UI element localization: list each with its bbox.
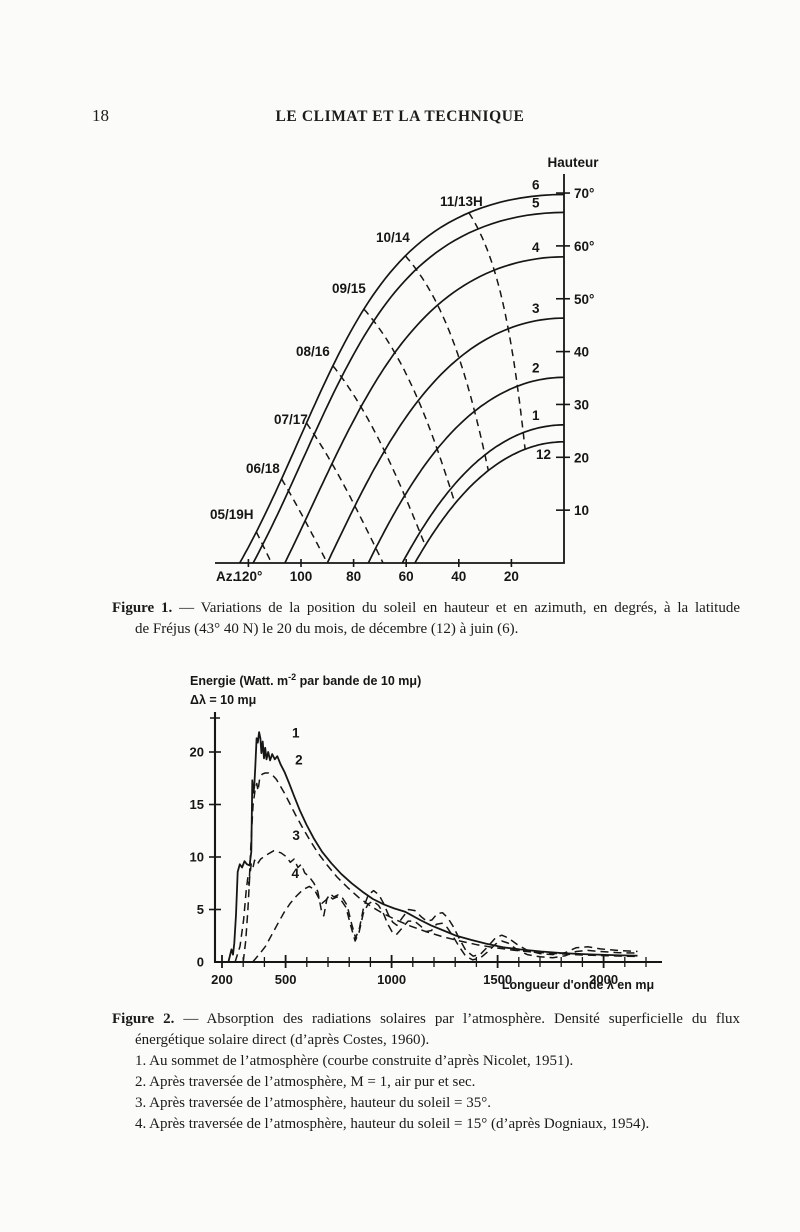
month-curve-5	[252, 211, 565, 564]
figure2-caption-item-2: 2. Après traversée de l’atmosphère, M = …	[135, 1074, 476, 1090]
month-label-4: 4	[532, 240, 540, 255]
month-label-5: 5	[532, 195, 540, 210]
page-number: 18	[92, 106, 109, 125]
figure1-caption-text: — Variations de la position du soleil en…	[172, 600, 740, 616]
month-label-12: 12	[536, 447, 551, 462]
figure2-caption-item-1: 1. Au sommet de l’atmosphère (courbe con…	[135, 1053, 574, 1069]
fig2-y-tick-label: 20	[190, 745, 204, 760]
hour-line-11h	[468, 212, 526, 450]
figure2-caption-item-3: 3. Après traversée de l’atmosphère, haut…	[135, 1095, 492, 1111]
figure1-caption-label: Figure 1.	[112, 600, 173, 616]
hauteur-axis-title: Hauteur	[547, 155, 599, 170]
hour-label-7h: 07/17	[274, 412, 308, 427]
hauteur-tick-label: 50°	[574, 292, 594, 307]
hauteur-tick-label: 10	[574, 503, 589, 518]
figure2-caption-label: Figure 2.	[112, 1011, 175, 1027]
curve-number-label-1: 1	[292, 725, 300, 740]
month-curve-3	[326, 317, 565, 564]
hour-label-11h: 11/13H	[440, 194, 483, 209]
azimuth-tick-label: 120°	[234, 569, 262, 584]
month-label-3: 3	[532, 301, 540, 316]
figure2-caption-text: — Absorption des radiations solaires par…	[174, 1011, 740, 1027]
hauteur-tick-label: 40	[574, 345, 589, 360]
figure2-caption: Figure 2. — Absorption des radiations so…	[112, 1009, 740, 1135]
azimuth-tick-label: 20	[504, 569, 519, 584]
fig2-y-tick-label: 10	[190, 850, 204, 865]
hauteur-tick-label: 70°	[574, 186, 594, 201]
month-curve-12	[414, 440, 564, 564]
azimuth-tick-label: 40	[451, 569, 466, 584]
fig2-ylabel-post: par bande de 10 mμ)	[296, 674, 422, 689]
fig2-y-tick-label: 5	[197, 902, 204, 917]
fig2-ylabel-exponent: -2	[288, 672, 297, 682]
fig2-y-axis-title: Energie (Watt. m-2 par bande de 10 mμ)	[190, 672, 421, 688]
fig2-ylabel-pre: Energie (Watt. m	[190, 674, 289, 689]
fig2-x-axis-title: Longueur d'onde λ en mμ	[501, 978, 655, 992]
hauteur-tick-label: 30	[574, 397, 589, 412]
figure1-caption-line2: de Fréjus (43° 40 N) le 20 du mois, de d…	[135, 621, 519, 637]
hour-label-9h: 09/15	[332, 281, 366, 296]
month-curve-4	[284, 255, 565, 564]
figure2-caption-line1: Figure 2. — Absorption des radiations so…	[112, 1009, 740, 1030]
fig2-x-tick-label: 500	[275, 972, 297, 987]
figure2-caption-line2: énergétique solaire direct (d’après Cost…	[135, 1032, 430, 1048]
hour-label-5h: 05/19H	[210, 507, 254, 522]
spectrum-curve-2	[234, 772, 638, 963]
figure1-caption-line1: Figure 1. — Variations de la position du…	[112, 598, 740, 619]
fig2-x-tick-label: 2000	[589, 972, 618, 987]
figure1-caption: Figure 1. — Variations de la position du…	[112, 598, 740, 640]
fig2-x-tick-label: 1500	[483, 972, 512, 987]
figure1-diagram: Hauteur 70° 60° 50° 40 30 20 10 Az. 120° 100 80 60 40…	[170, 155, 630, 605]
fig2-y-tick-label: 15	[190, 797, 204, 812]
curve-number-label-4: 4	[292, 866, 300, 881]
hauteur-tick-label: 60°	[574, 239, 594, 254]
solar-spectrum-chart: 0 5 10 15 20 200 500 1000 1500 2000 1 2 3 4	[190, 712, 662, 987]
hour-line-8h	[332, 365, 426, 546]
azimuth-axis-prefix: Az.	[216, 569, 236, 584]
spectrum-curve-4	[252, 885, 638, 963]
month-curve-2	[367, 376, 565, 564]
figure2-caption-item-4: 4. Après traversée de l’atmosphère, haut…	[135, 1116, 650, 1132]
month-label-2: 2	[532, 360, 540, 375]
hour-label-8h: 08/16	[296, 344, 330, 359]
spectrum-curve-1	[227, 731, 638, 963]
hauteur-tick-label: 20	[574, 450, 589, 465]
month-label-1: 1	[532, 408, 540, 423]
curve-number-label-2: 2	[295, 753, 303, 768]
fig2-axes	[213, 712, 662, 964]
hour-label-6h: 06/18	[246, 461, 280, 476]
month-curve-1	[401, 424, 564, 564]
azimuth-tick-label: 60	[399, 569, 414, 584]
azimuth-tick-label: 80	[346, 569, 361, 584]
spectrum-curve-3	[242, 849, 638, 963]
fig2-x-tick-label: 1000	[377, 972, 406, 987]
month-label-6: 6	[532, 177, 540, 192]
fig2-y-axis-subtitle: Δλ = 10 mμ	[190, 693, 257, 707]
fig1-axes	[215, 174, 565, 564]
figure2-chart: 0 5 10 15 20 200 500 1000 1500 2000 1 2 3 4 Energie (…	[160, 670, 700, 1010]
azimuth-tick-label: 100	[290, 569, 313, 584]
month-curve-6	[238, 193, 565, 564]
hour-line-10h	[404, 255, 490, 471]
curve-number-label-3: 3	[292, 828, 300, 843]
hour-line-9h	[363, 308, 456, 504]
hour-label-10h: 10/14	[376, 230, 410, 245]
hour-line-5h	[255, 531, 273, 564]
hour-line-7h	[305, 422, 384, 564]
fig2-x-tick-label: 200	[211, 972, 233, 987]
hour-line-6h	[280, 478, 328, 564]
page-title: LE CLIMAT ET LA TECHNIQUE	[275, 108, 525, 125]
fig2-y-tick-label: 0	[197, 955, 204, 970]
